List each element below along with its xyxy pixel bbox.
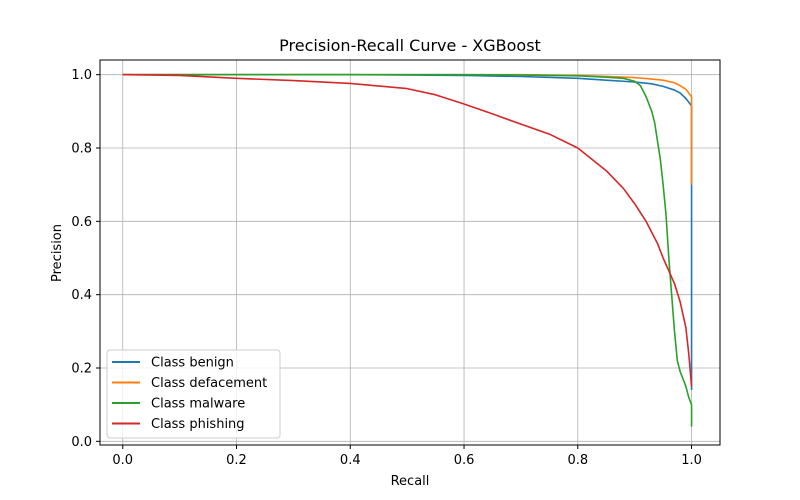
y-tick-label: 0.2 — [71, 362, 92, 377]
x-tick-label: 0.0 — [112, 453, 133, 468]
legend-label: Class malware — [151, 397, 245, 412]
y-tick-label: 0.4 — [71, 288, 92, 303]
series-line-class-phishing — [122, 73, 693, 387]
legend-box — [106, 349, 281, 439]
series-line-class-defacement — [122, 73, 693, 185]
series-line-class-malware — [122, 73, 693, 427]
y-tick-label: 0.6 — [71, 215, 92, 230]
legend: Class benign Class defacement Class malwar… — [106, 349, 281, 439]
legend-label: Class defacement — [151, 376, 267, 391]
legend-label: Class phishing — [151, 417, 245, 432]
y-tick-label: 1.0 — [71, 68, 92, 83]
x-ticks: 0.0 0.2 0.4 0.6 0.8 1.0 — [112, 445, 702, 468]
series-layer — [122, 73, 693, 427]
x-tick-label: 1.0 — [681, 453, 702, 468]
y-ticks: 0.0 0.2 0.4 0.6 0.8 1.0 — [71, 68, 100, 450]
legend-label: Class benign — [151, 356, 234, 371]
x-tick-label: 0.6 — [454, 453, 475, 468]
y-axis-label: Precision — [50, 224, 65, 282]
chart-title: Precision-Recall Curve - XGBoost — [279, 36, 541, 55]
x-tick-label: 0.2 — [226, 453, 247, 468]
x-tick-label: 0.8 — [567, 453, 588, 468]
x-tick-label: 0.4 — [340, 453, 361, 468]
x-axis-label: Recall — [391, 474, 430, 489]
legend-entries: Class benign Class defacement Class malwar… — [112, 356, 267, 432]
y-tick-label: 0.8 — [71, 142, 92, 157]
plot-frame — [99, 59, 721, 446]
series-line-class-benign — [122, 73, 693, 390]
y-tick-label: 0.0 — [71, 435, 92, 450]
